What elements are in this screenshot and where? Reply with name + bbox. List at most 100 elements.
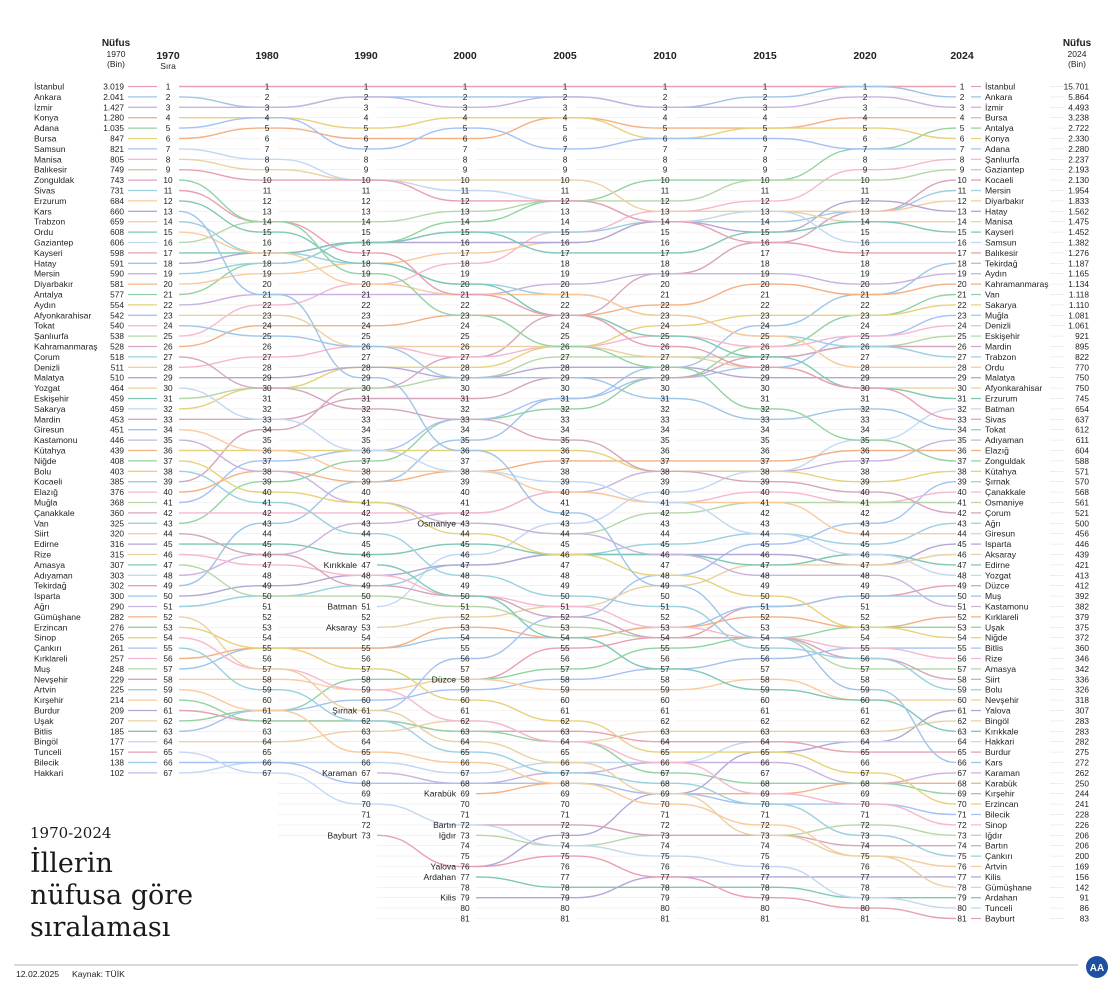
rank-number: 67 [860,768,870,778]
population-1970: 214 [110,695,124,705]
population-2024: 1.562 [1068,206,1089,216]
population-2024: 637 [1075,414,1089,424]
rank-number: 65 [460,747,470,757]
rank-number: 55 [460,643,470,653]
rank-number: 66 [262,758,272,768]
rank-number: 22 [460,300,470,310]
rank-number: 16 [860,238,870,248]
rank-number: 76 [460,862,470,872]
rank-number: 45 [163,539,173,549]
rank-number: 53 [860,622,870,632]
province-1970: Kırşehir [34,695,64,705]
province-2024: Hakkari [985,737,1014,747]
rank-number: 40 [560,487,570,497]
rank-number: 51 [560,602,570,612]
rank-number: 57 [460,664,470,674]
rank-number: 25 [163,331,173,341]
rank-number: 61 [163,706,173,716]
rank-number: 23 [262,310,272,320]
rank-number: 17 [760,248,770,258]
rank-number: 51 [262,602,272,612]
province-2024: İstanbul [985,82,1015,92]
province-1970: Hatay [34,258,57,268]
population-2024: 86 [1080,903,1090,913]
rank-number: 81 [560,914,570,924]
rank-number: 58 [957,674,967,684]
rank-number: 53 [361,622,371,632]
rank-number: 43 [660,518,670,528]
rank-number: 66 [660,758,670,768]
rank-number: 27 [660,352,670,362]
rank-number: 7 [563,144,568,154]
rank-number: 77 [460,872,470,882]
province-1970: Aydın [34,300,56,310]
rank-number: 23 [957,310,967,320]
rank-number: 69 [957,789,967,799]
rank-number: 9 [663,165,668,175]
rank-number: 80 [460,903,470,913]
rank-number: 23 [460,310,470,320]
rank-number: 15 [860,227,870,237]
new-province-label: Aksaray [326,622,358,632]
province-2024: Bursa [985,113,1008,123]
province-1970: Şanlıurfa [34,331,69,341]
rank-number: 59 [560,685,570,695]
rank-number: 69 [560,789,570,799]
rank-number: 55 [163,643,173,653]
rank-number: 53 [560,622,570,632]
rank-line-Tunceli [178,751,957,909]
province-2024: Kayseri [985,227,1014,237]
rank-number: 28 [560,362,570,372]
rank-line-Giresun [178,429,956,535]
rank-number: 20 [860,279,870,289]
rank-number: 68 [460,778,470,788]
rank-number: 63 [460,726,470,736]
province-2024: Yozgat [985,570,1012,580]
rank-number: 47 [860,560,870,570]
rank-number: 4 [763,113,768,123]
rank-number: 60 [760,695,770,705]
population-2024: 1.382 [1068,238,1089,248]
population-1970: 408 [110,456,124,466]
rank-number: 16 [760,238,770,248]
province-1970: Kütahya [34,446,66,456]
rank-number: 62 [361,716,371,726]
population-1970: 360 [110,508,124,518]
rank-number: 65 [957,747,967,757]
rank-number: 64 [163,737,173,747]
rank-number: 77 [760,872,770,882]
rank-number: 59 [860,685,870,695]
rank-number: 36 [163,446,173,456]
rank-number: 72 [860,820,870,830]
rank-number: 49 [760,581,770,591]
rank-number: 34 [660,425,670,435]
province-1970: Ankara [34,92,61,102]
rank-number: 69 [860,789,870,799]
rank-number: 30 [957,383,967,393]
new-province-label: Batman [327,602,357,612]
province-2024: Siirt [985,674,1000,684]
rank-number: 79 [760,893,770,903]
rank-number: 17 [262,248,272,258]
rank-number: 42 [163,508,173,518]
rank-number: 10 [660,175,670,185]
rank-line-Kilis [476,876,956,899]
rank-number: 46 [560,550,570,560]
rank-number: 5 [265,123,270,133]
rank-number: 70 [660,799,670,809]
rank-number: 11 [761,186,770,196]
rank-number: 71 [957,810,967,820]
population-2024: 921 [1075,331,1089,341]
rank-number: 60 [660,695,670,705]
data-source: Kaynak: TÜİK [72,969,125,979]
rank-number: 21 [660,290,670,300]
rank-number: 4 [663,113,668,123]
rank-number: 23 [560,310,570,320]
rank-number: 26 [860,342,870,352]
rank-number: 18 [460,258,470,268]
rank-number: 10 [957,175,967,185]
rank-number: 53 [957,622,967,632]
rank-number: 74 [660,841,670,851]
rank-number: 77 [860,872,870,882]
rank-number: 37 [860,456,870,466]
